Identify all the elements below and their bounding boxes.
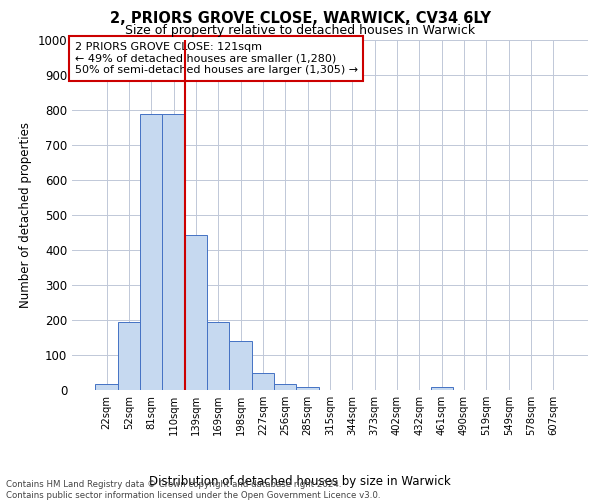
Text: Contains HM Land Registry data © Crown copyright and database right 2024.
Contai: Contains HM Land Registry data © Crown c… xyxy=(6,480,380,500)
Bar xyxy=(252,373,274,390)
Bar xyxy=(118,322,140,390)
Bar xyxy=(207,322,229,390)
Bar xyxy=(185,235,207,390)
Bar xyxy=(229,341,252,390)
Text: Distribution of detached houses by size in Warwick: Distribution of detached houses by size … xyxy=(149,474,451,488)
Bar xyxy=(431,386,453,390)
Bar xyxy=(163,114,185,390)
Y-axis label: Number of detached properties: Number of detached properties xyxy=(19,122,32,308)
Text: Size of property relative to detached houses in Warwick: Size of property relative to detached ho… xyxy=(125,24,475,37)
Bar xyxy=(95,384,118,390)
Bar xyxy=(140,114,163,390)
Text: 2 PRIORS GROVE CLOSE: 121sqm
← 49% of detached houses are smaller (1,280)
50% of: 2 PRIORS GROVE CLOSE: 121sqm ← 49% of de… xyxy=(74,42,358,75)
Bar xyxy=(274,384,296,390)
Bar xyxy=(296,386,319,390)
Text: 2, PRIORS GROVE CLOSE, WARWICK, CV34 6LY: 2, PRIORS GROVE CLOSE, WARWICK, CV34 6LY xyxy=(110,11,491,26)
